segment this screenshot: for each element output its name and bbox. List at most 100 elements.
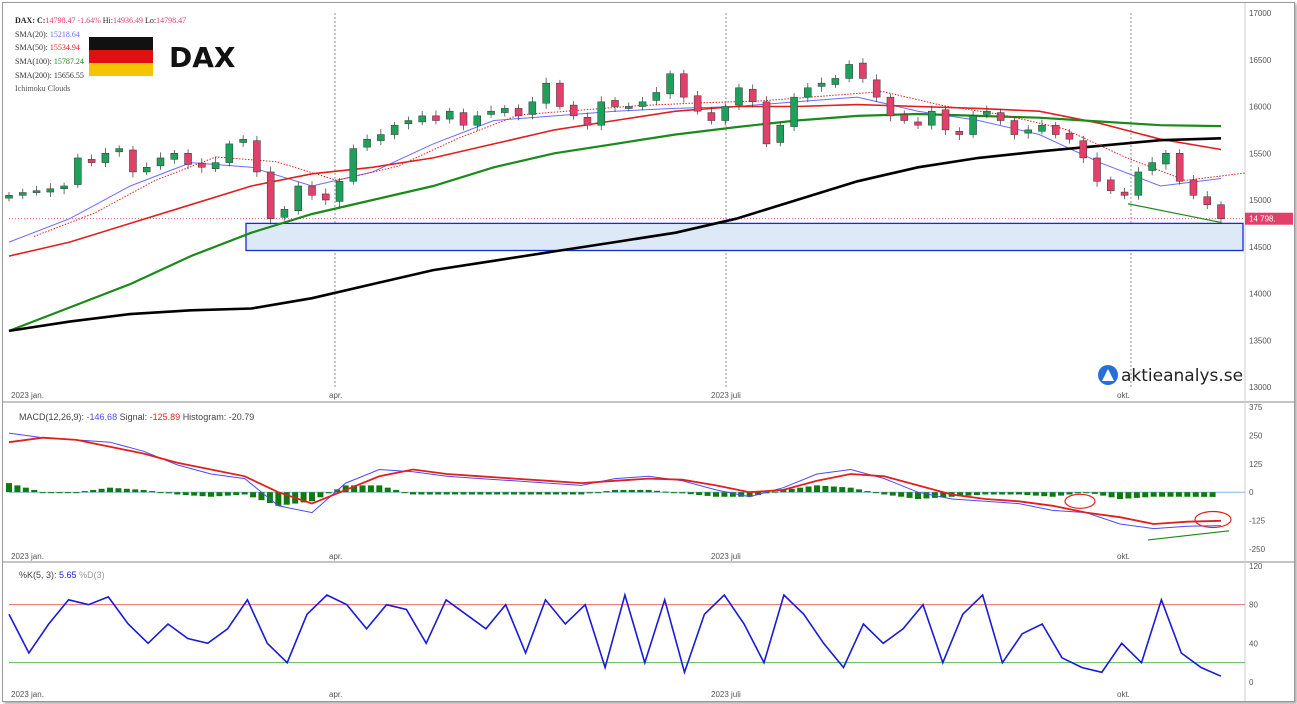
candle — [501, 108, 509, 113]
sma20-legend: SMA(20): 15218.64 — [15, 30, 80, 39]
candle — [1134, 171, 1143, 196]
macd-histogram-bar — [696, 492, 703, 496]
macd-histogram-bar — [620, 489, 627, 493]
macd-histogram-bar — [586, 492, 593, 494]
macd-axis-tick: -125 — [1249, 517, 1266, 526]
macd-histogram-bar — [1175, 492, 1182, 497]
candle — [638, 101, 647, 107]
macd-histogram-bar — [98, 488, 105, 493]
macd-histogram-bar — [612, 489, 618, 493]
candle — [459, 112, 468, 126]
stoch-x-label: okt. — [1117, 690, 1130, 699]
sma200-legend: SMA(200): 15656.55 — [15, 71, 84, 80]
candle — [1079, 140, 1088, 159]
macd-histogram-bar — [931, 492, 938, 498]
macd-histogram-bar — [561, 492, 568, 495]
macd-histogram-bar — [763, 492, 770, 494]
macd-histogram-bar — [990, 492, 997, 495]
candle — [886, 96, 895, 117]
support-zone — [245, 222, 1244, 252]
macd-histogram-bar — [1032, 492, 1039, 496]
candle — [666, 73, 674, 95]
candle — [872, 79, 881, 98]
candle — [1065, 132, 1074, 140]
header-line1: DAX: C:14798.47 -1.64% Hi:14936.49 Lo:14… — [15, 16, 186, 25]
macd-histogram-bar — [1142, 492, 1149, 498]
macd-histogram-bar — [266, 492, 273, 503]
candle — [1189, 179, 1198, 196]
macd-histogram-bar — [502, 492, 509, 495]
candle — [377, 134, 385, 141]
x-label: 2023 juli — [711, 391, 741, 400]
candle — [294, 185, 302, 212]
macd-histogram-bar — [410, 492, 416, 495]
macd-histogram-bar — [1133, 492, 1140, 498]
price-axis-tick: 16000 — [1249, 103, 1272, 112]
candle — [983, 110, 991, 115]
candle — [583, 117, 592, 126]
price-axis-tick: 13000 — [1249, 383, 1272, 392]
macd-histogram-bar — [940, 492, 947, 498]
macd-histogram-bar — [1024, 492, 1031, 496]
candle — [19, 192, 27, 196]
macd-histogram-bar — [814, 485, 820, 493]
candle — [680, 73, 688, 98]
candle — [487, 110, 495, 115]
candle — [941, 109, 950, 131]
macd-histogram-bar — [325, 492, 332, 494]
macd-histogram-bar — [595, 492, 602, 494]
stoch-x-label: apr. — [329, 690, 342, 699]
macd-histogram-bar — [199, 492, 206, 497]
macd-histogram-bar — [999, 492, 1006, 495]
price-axis-tick: 14000 — [1249, 290, 1272, 299]
candle — [1024, 129, 1032, 134]
macd-histogram-bar — [864, 491, 871, 493]
macd-histogram-bar — [300, 492, 307, 503]
macd-histogram-bar — [182, 492, 189, 496]
crossover-circle — [1064, 493, 1096, 509]
price-axis-tick: 13500 — [1249, 336, 1272, 345]
macd-histogram-bar — [898, 492, 905, 497]
macd-histogram-bar — [165, 492, 172, 494]
macd-histogram-bar — [569, 492, 576, 495]
macd-histogram-bar — [889, 492, 896, 496]
candle — [900, 114, 908, 121]
macd-histogram-bar — [679, 492, 686, 494]
macd-histogram-bar — [22, 487, 29, 493]
macd-histogram-bar — [839, 487, 846, 493]
macd-histogram-bar — [1100, 492, 1107, 496]
macd-histogram-bar — [275, 492, 282, 506]
candle — [955, 131, 964, 135]
macd-axis-tick: 125 — [1249, 460, 1263, 469]
candle — [115, 148, 123, 153]
macd-histogram-bar — [755, 492, 762, 496]
macd-histogram-bar — [309, 492, 315, 502]
candle — [969, 115, 977, 135]
candle — [721, 106, 729, 121]
candle — [60, 185, 68, 190]
macd-histogram-bar — [511, 492, 517, 495]
candle — [1175, 153, 1184, 182]
candle — [1010, 120, 1019, 135]
candle — [266, 171, 275, 219]
macd-axis-tick: 375 — [1249, 403, 1263, 412]
macd-histogram-bar — [856, 489, 863, 493]
macd-histogram-bar — [1074, 492, 1081, 494]
macd-x-label: apr. — [329, 552, 342, 561]
candle — [87, 159, 96, 163]
macd-line — [8, 432, 1222, 530]
candle — [253, 140, 261, 173]
candle — [914, 121, 922, 126]
candle — [280, 209, 289, 218]
candle — [542, 82, 550, 104]
macd-x-label: okt. — [1117, 552, 1130, 561]
macd-histogram-bar — [485, 492, 492, 495]
macd-histogram-bar — [401, 492, 408, 494]
candle — [514, 108, 523, 117]
macd-histogram-bar — [460, 492, 467, 495]
candle — [556, 82, 564, 107]
candle — [1051, 124, 1060, 135]
macd-histogram-bar — [216, 492, 223, 497]
macd-histogram-bar — [367, 485, 374, 493]
macd-histogram-bar — [317, 492, 324, 498]
